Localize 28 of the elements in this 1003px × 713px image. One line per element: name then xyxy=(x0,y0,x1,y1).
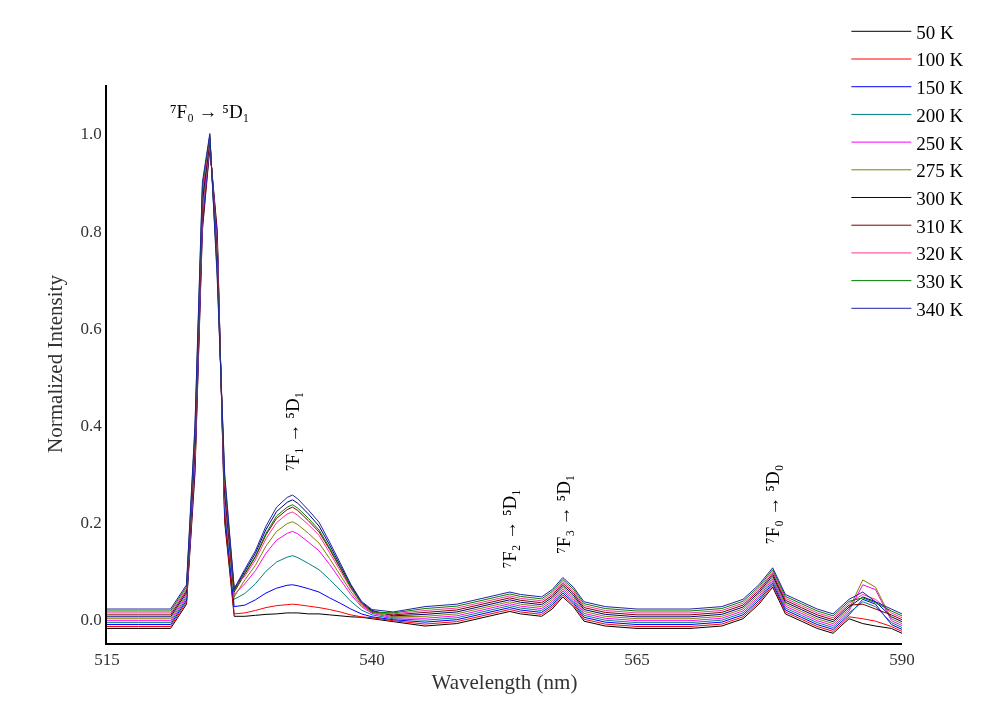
x-axis-title: Wavelength (nm) xyxy=(431,669,578,694)
annotation: ⁷F₀ → ⁵D₀ xyxy=(762,464,784,544)
legend-label: 275 K xyxy=(916,160,964,182)
y-tick-label: 0.6 xyxy=(80,318,102,338)
x-tick-label: 540 xyxy=(359,650,385,670)
y-tick-label: 0.4 xyxy=(80,415,103,435)
legend-label: 330 K xyxy=(916,271,964,293)
annotation: ⁷F₁ → ⁵D₁ xyxy=(281,391,303,472)
legend-label: 50 K xyxy=(916,21,955,43)
x-tick-label: 590 xyxy=(889,650,915,670)
legend-label: 300 K xyxy=(916,187,964,209)
y-tick-label: 0.2 xyxy=(80,512,102,532)
y-tick-label: 0.0 xyxy=(80,609,102,629)
legend-label: 250 K xyxy=(916,132,964,154)
y-tick-label: 1.0 xyxy=(80,124,102,144)
legend-label: 200 K xyxy=(916,104,964,126)
legend-label: 100 K xyxy=(916,49,964,71)
legend-label: 150 K xyxy=(916,77,964,99)
x-tick-label: 515 xyxy=(94,650,120,670)
legend-label: 320 K xyxy=(916,243,964,265)
y-axis-title: Normalized Intensity xyxy=(43,274,68,453)
y-tick-label: 0.8 xyxy=(80,221,102,241)
annotation: ⁷F₃ → ⁵D₁ xyxy=(552,474,574,554)
annotation: ⁷F₀ → ⁵D₁ xyxy=(170,101,250,122)
annotation: ⁷F₂ → ⁵D₁ xyxy=(499,489,521,569)
legend-label: 340 K xyxy=(916,298,964,320)
x-tick-label: 565 xyxy=(624,650,650,670)
legend-label: 310 K xyxy=(916,215,964,237)
